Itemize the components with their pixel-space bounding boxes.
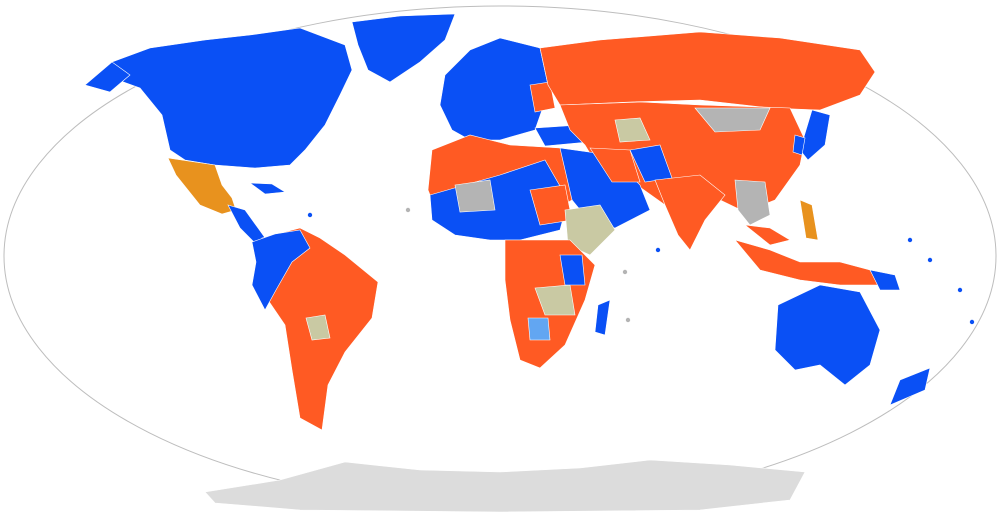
region-mongolia	[694, 107, 771, 133]
region-paraguay	[305, 314, 331, 341]
region-belarus-ukraine	[529, 81, 556, 113]
region-korea	[792, 134, 806, 156]
region-madagascar	[594, 299, 611, 336]
region-east-africa	[559, 254, 586, 286]
region-mexico	[167, 157, 237, 215]
island-marker	[405, 207, 411, 213]
region-india	[654, 174, 726, 251]
region-australia	[774, 284, 881, 386]
region-europe	[439, 37, 549, 141]
island-marker	[969, 319, 975, 325]
region-papua-new-guinea	[869, 269, 901, 291]
region-andean-north	[251, 229, 311, 311]
region-zambia-zimbabwe	[534, 284, 576, 316]
region-botswana	[527, 317, 551, 341]
island-marker	[307, 212, 313, 218]
region-caribbean	[249, 182, 286, 195]
region-horn-of-africa	[564, 204, 616, 256]
island-marker	[625, 317, 631, 323]
region-antarctica	[204, 459, 806, 513]
region-russia	[539, 31, 876, 111]
region-central-asia-tan	[614, 117, 651, 143]
island-marker	[927, 257, 933, 263]
island-marker	[957, 287, 963, 293]
region-west-central-africa	[429, 159, 569, 241]
region-alaska	[84, 61, 131, 93]
region-new-zealand	[889, 367, 931, 406]
region-greenland	[351, 13, 456, 83]
region-southeast-asia	[734, 179, 771, 226]
island-marker	[622, 269, 628, 275]
region-sahel	[454, 179, 496, 213]
region-philippines	[799, 199, 819, 241]
region-malaysia	[743, 224, 791, 246]
island-marker	[907, 237, 913, 243]
island-marker	[655, 247, 661, 253]
region-iran	[589, 147, 641, 183]
region-canada-usa	[111, 27, 353, 169]
